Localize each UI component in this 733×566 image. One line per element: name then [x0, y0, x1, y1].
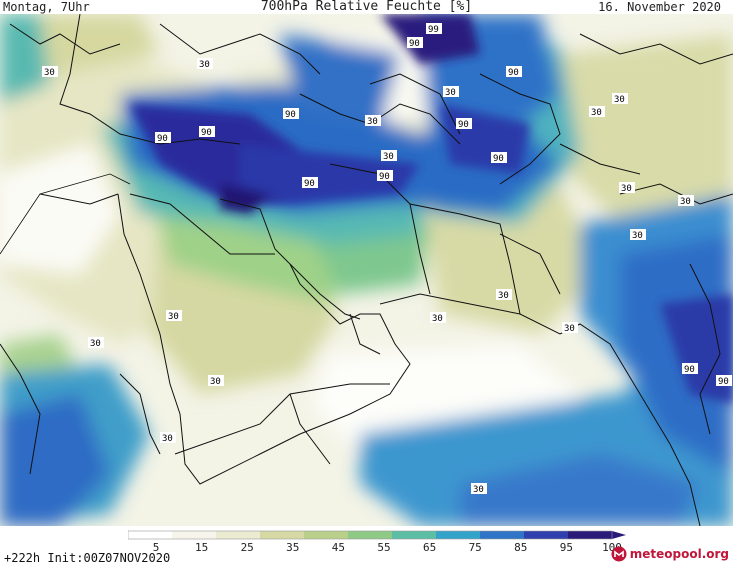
colorbar-tick-label: 15: [194, 541, 209, 554]
colorbar-segment: [568, 531, 613, 539]
svg-text:30: 30: [168, 312, 179, 322]
svg-text:30: 30: [621, 184, 632, 194]
contour-label: 90: [716, 375, 732, 387]
run-info: +222h Init:00Z07NOV2020: [4, 551, 171, 565]
colorbar-segment: [348, 531, 393, 539]
svg-text:90: 90: [201, 128, 212, 138]
colorbar-tick-label: 35: [286, 541, 300, 554]
contour-label: 30: [365, 115, 381, 127]
svg-text:90: 90: [379, 172, 390, 182]
map-title: 700hPa Relative Feuchte [%]: [260, 0, 473, 14]
colorbar-segment: [304, 531, 349, 539]
colorbar-segment: [172, 531, 217, 539]
contour-label: 30: [471, 483, 487, 495]
svg-text:30: 30: [445, 88, 456, 98]
colorbar-tick-label: 75: [468, 541, 482, 554]
contour-label: 30: [630, 229, 646, 241]
brand-name: meteopool.org: [629, 547, 729, 561]
brand-logo[interactable]: meteopool.org: [611, 546, 729, 562]
contour-label: 90: [302, 177, 318, 189]
contour-labels: 90 90 99 90 90 90 90 90 90 90 30 30 30 3…: [42, 23, 732, 495]
svg-text:30: 30: [199, 60, 210, 70]
humidity-shading: [0, 14, 733, 526]
colorbar-tick-label: 65: [422, 541, 437, 554]
contour-label: 30: [619, 182, 635, 194]
svg-text:30: 30: [473, 485, 484, 495]
svg-text:30: 30: [367, 117, 378, 127]
colorbar-extension-arrow: [612, 531, 626, 539]
svg-text:30: 30: [162, 434, 173, 444]
svg-text:30: 30: [680, 197, 691, 207]
map-boundaries: [0, 14, 733, 526]
brand-mark-icon: [611, 546, 627, 562]
contour-label: 30: [160, 432, 176, 444]
contour-label: 90: [682, 363, 698, 375]
contour-label: 99: [426, 23, 442, 35]
contour-label: 30: [589, 106, 605, 118]
svg-text:90: 90: [718, 377, 729, 387]
svg-text:30: 30: [498, 291, 509, 301]
colorbar-tick-label: 95: [559, 541, 574, 554]
colorbar-tick-label: 55: [377, 541, 391, 554]
contour-label: 90: [456, 118, 472, 130]
svg-text:90: 90: [458, 120, 469, 130]
svg-text:30: 30: [591, 108, 602, 118]
contour-label: 30: [562, 322, 578, 334]
contour-label: 90: [506, 66, 522, 78]
colorbar-segment: [128, 531, 173, 539]
svg-text:90: 90: [508, 68, 519, 78]
contour-label: 90: [377, 170, 393, 182]
contour-label: 30: [197, 58, 213, 70]
colorbar: [128, 530, 626, 540]
contour-label: 30: [443, 86, 459, 98]
svg-text:30: 30: [44, 68, 55, 78]
colorbar-segment: [216, 531, 261, 539]
contour-label: 30: [496, 289, 512, 301]
humidity-map: 90 90 99 90 90 90 90 90 90 90 30 30 30 3…: [0, 14, 733, 526]
contour-label: 90: [199, 126, 215, 138]
svg-text:30: 30: [90, 339, 101, 349]
svg-text:30: 30: [432, 314, 443, 324]
colorbar-segment: [392, 531, 437, 539]
svg-text:30: 30: [632, 231, 643, 241]
colorbar-tick-label: 85: [514, 541, 528, 554]
svg-text:30: 30: [383, 152, 394, 162]
svg-text:90: 90: [493, 154, 504, 164]
colorbar-segment: [260, 531, 305, 539]
colorbar-border: [128, 530, 613, 540]
contour-label: 30: [42, 66, 58, 78]
colorbar-segment: [524, 531, 569, 539]
svg-text:30: 30: [614, 95, 625, 105]
contour-label: 30: [381, 150, 397, 162]
contour-label: 30: [166, 310, 182, 322]
humidity-core-shading: [130, 14, 733, 404]
svg-text:30: 30: [564, 324, 575, 334]
colorbar-tick-label: 45: [331, 541, 346, 554]
contour-label: 30: [88, 337, 104, 349]
colorbar-tick-label: 25: [240, 541, 254, 554]
contour-label: 30: [612, 93, 628, 105]
contour-label: 30: [678, 195, 694, 207]
contour-label: 90: [155, 132, 171, 144]
contour-label: 30: [208, 375, 224, 387]
svg-text:90: 90: [409, 39, 420, 49]
contour-label: 90: [491, 152, 507, 164]
svg-text:90: 90: [285, 110, 296, 120]
contour-label: 90: [283, 108, 299, 120]
svg-text:90: 90: [684, 365, 695, 375]
svg-text:90: 90: [157, 134, 168, 144]
svg-text:99: 99: [428, 25, 439, 35]
colorbar-tick-label: 5: [152, 541, 160, 554]
forecast-date: 16. November 2020: [598, 0, 721, 14]
colorbar-segment: [436, 531, 481, 539]
colorbar-segment: [480, 531, 525, 539]
contour-label: 30: [430, 312, 446, 324]
contour-label: 90: [407, 37, 423, 49]
svg-text:90: 90: [304, 179, 315, 189]
svg-text:30: 30: [210, 377, 221, 387]
forecast-day-time: Montag, 7Uhr: [3, 0, 90, 14]
